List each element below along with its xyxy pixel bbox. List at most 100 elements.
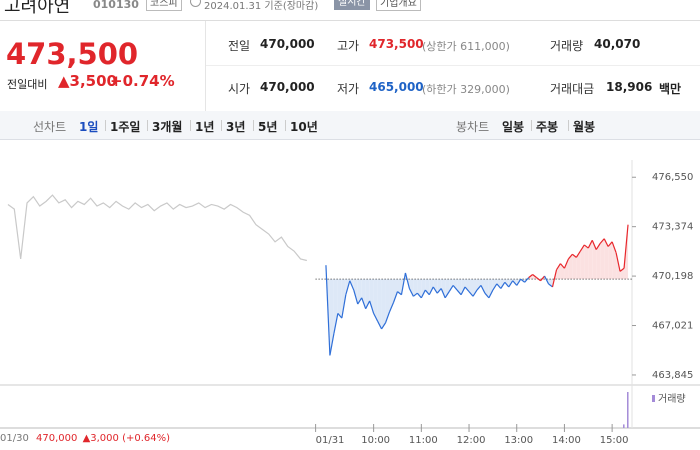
area-fill [480, 279, 485, 294]
price-line [404, 272, 410, 289]
stat-value: 40,070 [594, 37, 641, 51]
price-line [464, 286, 470, 293]
price-line [424, 289, 430, 296]
price-line [392, 291, 399, 303]
price-line [353, 289, 359, 305]
price-line [540, 275, 546, 282]
company-button[interactable]: 기업개요 [376, 0, 421, 11]
stat-label: 거래대금 [550, 82, 595, 96]
area-fill [381, 279, 386, 329]
price-line [619, 267, 625, 272]
price-line [504, 281, 510, 288]
price-line [381, 322, 387, 330]
area-fill [449, 279, 454, 292]
price-line [563, 258, 569, 269]
stat-note: (하한가 329,000) [422, 83, 510, 96]
price-line [508, 280, 514, 288]
area-fill [465, 279, 470, 292]
stat-label: 전일 [228, 39, 251, 53]
area-fill [592, 240, 597, 280]
price-box: 473,500 전일대비 ▲3,500 +0.74% [0, 21, 206, 111]
header: 고려아연 010130 코스피 2024.01.31 기준(장마감) 실시간 기… [0, 0, 700, 17]
price-line [333, 313, 339, 334]
price-line [349, 280, 355, 291]
area-fill [377, 279, 382, 329]
period-tab[interactable]: 5년 [258, 120, 278, 134]
area-fill [429, 279, 434, 295]
price-line [524, 277, 530, 283]
price-line [516, 278, 522, 286]
x-tick-label: 10:00 [361, 435, 390, 446]
volume-legend-swatch [652, 395, 655, 402]
price-line [595, 243, 601, 250]
area-fill [341, 279, 346, 319]
current-price: 473,500 [6, 37, 139, 71]
period-tab[interactable]: 1년 [195, 120, 215, 134]
price-line [341, 294, 347, 319]
tab-separator [568, 120, 569, 131]
area-fill [337, 279, 342, 319]
tab-separator [285, 120, 286, 131]
x-tick-label: 12:00 [457, 435, 486, 446]
price-line [369, 300, 375, 314]
area-fill [361, 279, 366, 309]
area-fill [357, 279, 362, 305]
area-fill [572, 254, 577, 280]
stat-value: 473,500 [369, 37, 424, 51]
y-tick-label: 473,374 [652, 222, 693, 233]
price-line [555, 263, 561, 271]
area-fill [568, 254, 573, 280]
stat-value: 18,906 [606, 80, 653, 94]
price-line [512, 280, 518, 286]
x-tick-label: 11:00 [409, 435, 438, 446]
price-line [496, 283, 502, 289]
price-line [575, 250, 581, 258]
price-line [536, 277, 541, 282]
price-line [567, 253, 573, 260]
stats-divider [206, 65, 700, 66]
area-fill [373, 279, 378, 322]
price-line [559, 263, 565, 269]
period-tab[interactable]: 10년 [290, 120, 318, 134]
x-tick-label: 15:00 [600, 435, 629, 446]
area-fill [492, 279, 497, 291]
price-line [373, 313, 379, 322]
candle-tab[interactable]: 일봉 [502, 120, 525, 134]
tab-bar: 선차트 봉차트 1일 1주일 3개월 1년 3년 5년 10년 일봉 주봉 월봉 [0, 111, 700, 140]
price-line [428, 286, 434, 296]
price-line [384, 311, 391, 323]
period-tab[interactable]: 1일 [79, 120, 99, 134]
price-line [480, 285, 486, 294]
area-fill [397, 279, 402, 295]
price-line [548, 283, 553, 288]
period-tab[interactable]: 3개월 [152, 120, 183, 134]
price-line [607, 241, 613, 247]
stat-note: (상한가 611,000) [422, 40, 510, 53]
price-line [591, 240, 597, 250]
period-tab[interactable]: 3년 [226, 120, 246, 134]
price-line [472, 289, 478, 297]
price-line [432, 286, 438, 294]
change-pct: +0.74% [110, 72, 175, 90]
area-fill [496, 279, 501, 289]
realtime-button[interactable]: 실시간 [334, 0, 370, 10]
area-fill [596, 243, 601, 280]
tab-separator [531, 120, 532, 131]
area-fill [409, 279, 414, 297]
area-fill [421, 279, 426, 298]
candle-tab[interactable]: 월봉 [573, 120, 596, 134]
candle-tab[interactable]: 주봉 [536, 120, 559, 134]
period-tab[interactable]: 1주일 [110, 120, 141, 134]
area-fill [369, 279, 374, 314]
price-line [397, 291, 402, 296]
candle-chart-label: 봉차트 [456, 120, 490, 134]
area-fill [604, 238, 609, 280]
tab-separator [147, 120, 148, 131]
price-line [361, 297, 367, 309]
tab-separator [105, 120, 106, 131]
tab-separator [221, 120, 222, 131]
tab-separator [190, 120, 191, 131]
area-fill [333, 279, 338, 334]
